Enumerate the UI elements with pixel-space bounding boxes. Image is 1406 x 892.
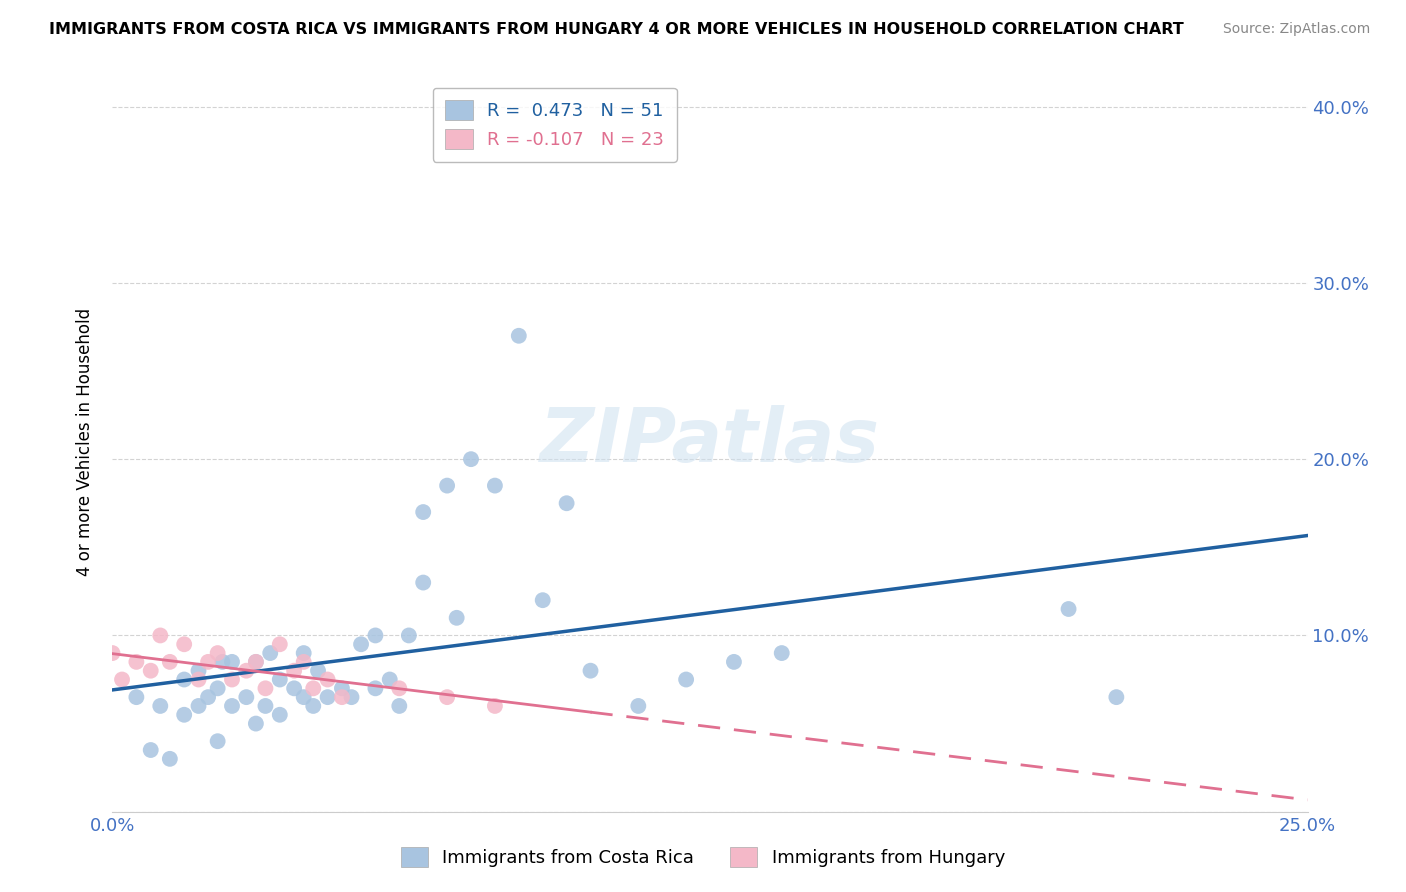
Point — [245, 655, 267, 669]
Point — [378, 673, 401, 687]
Point — [460, 452, 482, 467]
Point — [330, 690, 353, 705]
Point — [484, 698, 506, 713]
Point — [307, 664, 329, 678]
Point — [283, 664, 305, 678]
Point — [159, 655, 181, 669]
Point — [388, 681, 411, 696]
Point — [187, 664, 209, 678]
Point — [254, 698, 277, 713]
Point — [197, 690, 219, 705]
Point — [207, 681, 229, 696]
Point — [1057, 602, 1080, 616]
Point — [125, 655, 148, 669]
Point — [436, 478, 458, 492]
Point — [292, 655, 315, 669]
Point — [269, 637, 291, 651]
Point — [292, 690, 315, 705]
Point — [364, 681, 387, 696]
Point — [316, 690, 339, 705]
Legend: Immigrants from Costa Rica, Immigrants from Hungary: Immigrants from Costa Rica, Immigrants f… — [392, 838, 1014, 876]
Point — [221, 655, 243, 669]
Point — [101, 646, 124, 660]
Point — [207, 646, 229, 660]
Text: Source: ZipAtlas.com: Source: ZipAtlas.com — [1223, 22, 1371, 37]
Point — [207, 734, 229, 748]
Point — [173, 637, 195, 651]
Point — [269, 707, 291, 722]
Point — [187, 673, 209, 687]
Point — [259, 646, 281, 660]
Point — [197, 655, 219, 669]
Point — [173, 673, 195, 687]
Legend: R =  0.473   N = 51, R = -0.107   N = 23: R = 0.473 N = 51, R = -0.107 N = 23 — [433, 87, 676, 161]
Point — [221, 698, 243, 713]
Point — [159, 752, 181, 766]
Point — [436, 690, 458, 705]
Point — [245, 716, 267, 731]
Point — [149, 698, 172, 713]
Point — [187, 698, 209, 713]
Point — [302, 681, 325, 696]
Point — [235, 664, 257, 678]
Point — [302, 698, 325, 713]
Point — [139, 743, 162, 757]
Point — [211, 655, 233, 669]
Point — [398, 628, 420, 642]
Point — [340, 690, 363, 705]
Point — [139, 664, 162, 678]
Point — [350, 637, 373, 651]
Point — [770, 646, 793, 660]
Point — [484, 478, 506, 492]
Point — [723, 655, 745, 669]
Point — [173, 707, 195, 722]
Point — [412, 505, 434, 519]
Text: IMMIGRANTS FROM COSTA RICA VS IMMIGRANTS FROM HUNGARY 4 OR MORE VEHICLES IN HOUS: IMMIGRANTS FROM COSTA RICA VS IMMIGRANTS… — [49, 22, 1184, 37]
Point — [125, 690, 148, 705]
Point — [254, 681, 277, 696]
Point — [446, 611, 468, 625]
Point — [1105, 690, 1128, 705]
Point — [388, 698, 411, 713]
Point — [269, 673, 291, 687]
Point — [149, 628, 172, 642]
Point — [221, 673, 243, 687]
Text: ZIPatlas: ZIPatlas — [540, 405, 880, 478]
Point — [111, 673, 134, 687]
Point — [555, 496, 578, 510]
Point — [316, 673, 339, 687]
Point — [675, 673, 697, 687]
Point — [627, 698, 650, 713]
Point — [531, 593, 554, 607]
Point — [292, 646, 315, 660]
Point — [330, 681, 353, 696]
Y-axis label: 4 or more Vehicles in Household: 4 or more Vehicles in Household — [76, 308, 94, 575]
Point — [283, 681, 305, 696]
Point — [235, 690, 257, 705]
Point — [579, 664, 602, 678]
Point — [364, 628, 387, 642]
Point — [245, 655, 267, 669]
Point — [412, 575, 434, 590]
Point — [508, 328, 530, 343]
